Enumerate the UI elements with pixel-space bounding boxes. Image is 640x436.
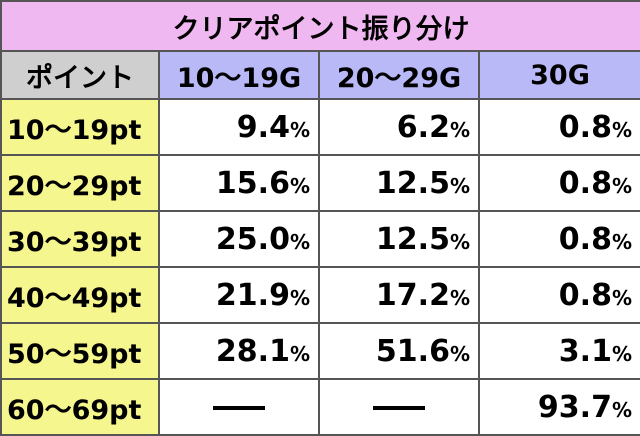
cell-value: 25.0	[215, 221, 290, 257]
header-col-2: 20〜29G	[318, 50, 480, 100]
percentage-cell: 6.2%	[318, 98, 480, 156]
cell-value: 0.8	[558, 221, 612, 257]
cell-value: 9.4	[236, 109, 290, 145]
row-label: 20〜29pt	[0, 154, 160, 212]
percentage-cell: 93.7%	[478, 378, 640, 436]
cell-value: 3.1	[558, 333, 612, 369]
cell-value: 15.6	[215, 165, 290, 201]
header-col-3: 30G	[478, 50, 640, 100]
percent-unit: %	[611, 173, 632, 198]
row-label: 10〜19pt	[0, 98, 160, 156]
percentage-cell: 0.8%	[478, 266, 640, 324]
table-body: 10〜19pt 9.4% 6.2% 0.8% 20〜29pt 15.6% 12.5% 0.8%…	[0, 98, 640, 436]
percentage-cell: 12.5%	[318, 154, 480, 212]
table-title: クリアポイント振り分け	[0, 0, 640, 52]
percent-unit: %	[611, 229, 632, 254]
percent-unit: %	[611, 341, 632, 366]
row-label: 60〜69pt	[0, 378, 160, 436]
percent-unit: %	[289, 117, 310, 142]
table-row: 30〜39pt 25.0% 12.5% 0.8%	[0, 210, 640, 268]
header-col-1: 10〜19G	[158, 50, 320, 100]
table-row: 50〜59pt 28.1% 51.6% 3.1%	[0, 322, 640, 380]
table-row: 20〜29pt 15.6% 12.5% 0.8%	[0, 154, 640, 212]
cell-value: 17.2	[375, 277, 450, 313]
dash-mark	[213, 406, 265, 410]
percent-unit: %	[449, 285, 470, 310]
percentage-cell: 0.8%	[478, 154, 640, 212]
percentage-cell: 28.1%	[158, 322, 320, 380]
percent-unit: %	[449, 341, 470, 366]
percentage-cell: 21.9%	[158, 266, 320, 324]
percent-unit: %	[289, 341, 310, 366]
cell-value: 0.8	[558, 277, 612, 313]
percentage-cell: 9.4%	[158, 98, 320, 156]
percent-unit: %	[449, 229, 470, 254]
cell-value: 21.9	[215, 277, 290, 313]
row-label: 40〜49pt	[0, 266, 160, 324]
cell-value: 12.5	[375, 221, 450, 257]
table-row: 60〜69pt 93.7%	[0, 378, 640, 436]
percent-unit: %	[611, 117, 632, 142]
percentage-cell: 0.8%	[478, 98, 640, 156]
cell-value: 0.8	[558, 109, 612, 145]
percentage-cell: 25.0%	[158, 210, 320, 268]
row-label: 30〜39pt	[0, 210, 160, 268]
cell-value: 12.5	[375, 165, 450, 201]
cell-value: 6.2	[396, 109, 450, 145]
dash-mark	[373, 406, 425, 410]
percentage-cell: 12.5%	[318, 210, 480, 268]
cell-value: 0.8	[558, 165, 612, 201]
percent-unit: %	[289, 173, 310, 198]
cell-value: 28.1	[215, 333, 290, 369]
percentage-cell: 17.2%	[318, 266, 480, 324]
table-row: 10〜19pt 9.4% 6.2% 0.8%	[0, 98, 640, 156]
percent-unit: %	[611, 397, 632, 422]
row-label: 50〜59pt	[0, 322, 160, 380]
empty-value-dash	[318, 378, 480, 436]
header-row: ポイント 10〜19G 20〜29G 30G	[0, 50, 640, 100]
percentage-cell: 15.6%	[158, 154, 320, 212]
cell-value: 93.7	[537, 389, 612, 425]
percent-unit: %	[449, 117, 470, 142]
percentage-cell: 51.6%	[318, 322, 480, 380]
table-row: 40〜49pt 21.9% 17.2% 0.8%	[0, 266, 640, 324]
percent-unit: %	[289, 229, 310, 254]
percent-unit: %	[449, 173, 470, 198]
cell-value: 51.6	[375, 333, 450, 369]
title-row: クリアポイント振り分け	[0, 0, 640, 52]
percentage-cell: 3.1%	[478, 322, 640, 380]
empty-value-dash	[158, 378, 320, 436]
percent-unit: %	[611, 285, 632, 310]
header-corner: ポイント	[0, 50, 160, 100]
percentage-cell: 0.8%	[478, 210, 640, 268]
percent-unit: %	[289, 285, 310, 310]
